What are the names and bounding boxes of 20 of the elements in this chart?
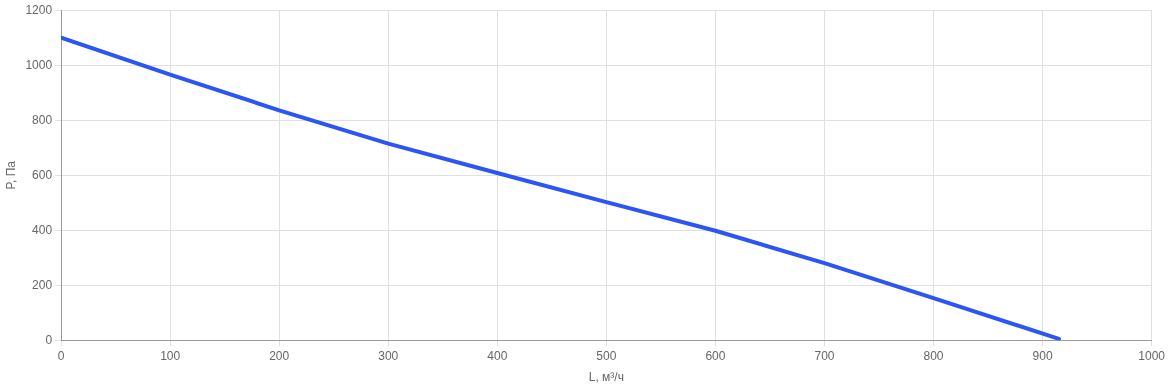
x-axis-title: L, м³/ч xyxy=(588,370,624,385)
x-tick-label: 300 xyxy=(378,348,399,363)
y-tick-label: 600 xyxy=(32,167,53,182)
y-tick-label: 0 xyxy=(45,332,53,347)
y-tick-label: 800 xyxy=(32,112,53,127)
x-tick-label: 0 xyxy=(57,348,65,363)
x-tick-label: 600 xyxy=(705,348,726,363)
x-tick-label: 400 xyxy=(487,348,508,363)
x-tick-label: 100 xyxy=(160,348,181,363)
y-tick-label: 400 xyxy=(32,222,53,237)
y-axis-title: P, Па xyxy=(3,160,18,190)
x-tick-label: 200 xyxy=(269,348,290,363)
x-tick-label: 900 xyxy=(1032,348,1053,363)
x-tick-label: 700 xyxy=(814,348,835,363)
x-tick-label: 1000 xyxy=(1138,348,1166,363)
x-tick-label: 500 xyxy=(596,348,617,363)
y-tick-label: 1200 xyxy=(25,2,53,17)
x-tick-label: 800 xyxy=(923,348,944,363)
y-tick-label: 200 xyxy=(32,277,53,292)
y-tick-label: 1000 xyxy=(25,57,53,72)
